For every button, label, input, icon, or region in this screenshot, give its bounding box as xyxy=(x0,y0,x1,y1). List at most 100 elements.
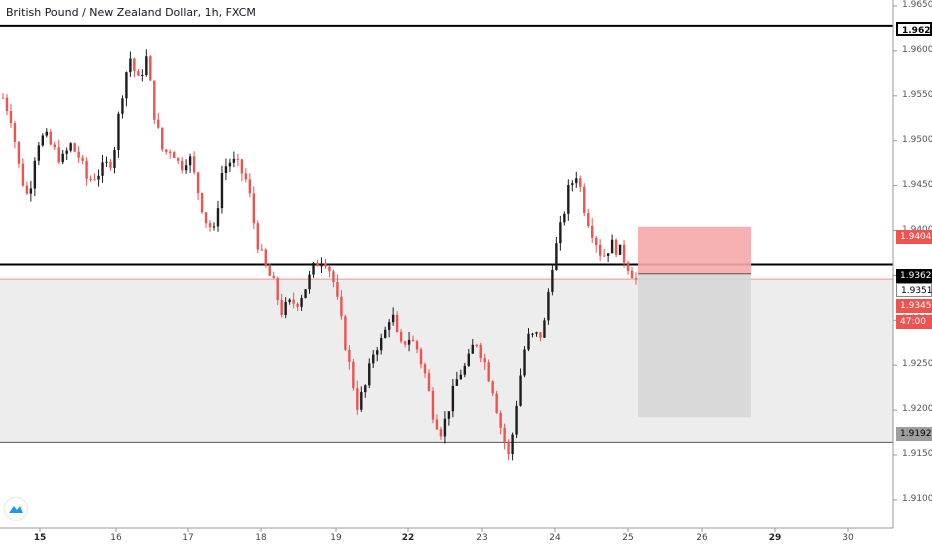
candle-body xyxy=(248,179,252,194)
candle-body xyxy=(165,149,168,152)
candle-body xyxy=(579,178,582,187)
candle-body xyxy=(563,213,566,223)
candle-body xyxy=(591,226,594,238)
candle-body xyxy=(220,173,224,209)
candle-body xyxy=(129,58,132,73)
candle-body xyxy=(395,314,399,332)
candle-body xyxy=(176,158,180,161)
tradingview-logo-icon[interactable] xyxy=(5,498,27,520)
candle-body xyxy=(228,162,232,167)
candle-body xyxy=(372,354,375,364)
candle-body xyxy=(463,365,467,375)
candle-body xyxy=(515,405,518,435)
candle-body xyxy=(292,299,295,304)
candle-body xyxy=(348,349,351,362)
candle-body xyxy=(399,331,403,342)
candle-body xyxy=(133,58,136,72)
time-tick-label: 30 xyxy=(842,533,854,543)
candle-body xyxy=(93,179,96,181)
candle-body xyxy=(1,97,5,99)
candle-body xyxy=(575,178,578,184)
candle-body xyxy=(268,266,271,276)
time-tick-label: 17 xyxy=(182,533,194,543)
logo-glyph xyxy=(9,506,23,513)
candle-body xyxy=(188,156,192,166)
candle-body xyxy=(161,127,164,150)
take-profit-zone xyxy=(638,273,751,418)
candle-body xyxy=(427,373,431,391)
candle-body xyxy=(13,123,17,142)
candle-body xyxy=(551,269,554,292)
candle-body xyxy=(61,153,64,163)
candle-body xyxy=(260,249,263,251)
candle-body xyxy=(376,350,379,355)
price-tick-label: 1.91000 xyxy=(902,493,932,504)
candle-body xyxy=(89,178,92,180)
candle-body xyxy=(244,173,248,180)
candle-body xyxy=(344,316,347,350)
candle-body xyxy=(9,111,13,124)
candle-body xyxy=(435,419,439,430)
candle-body xyxy=(180,160,184,171)
candle-body xyxy=(184,165,188,171)
candle-body xyxy=(192,156,196,173)
candle-body xyxy=(535,332,538,334)
candle-body xyxy=(383,329,387,338)
candle-body xyxy=(204,212,208,224)
candle-body xyxy=(491,381,494,394)
time-tick-label: 15 xyxy=(33,533,47,543)
candle-body xyxy=(634,278,638,280)
candle-body xyxy=(415,341,419,350)
support-zone xyxy=(0,279,893,443)
candle-body xyxy=(610,239,614,254)
candle-body xyxy=(543,320,546,338)
candle-body xyxy=(618,244,622,255)
candle-body xyxy=(53,144,56,148)
candle-body xyxy=(216,208,220,227)
candle-body xyxy=(149,56,152,81)
price-tick-label: 1.94000 xyxy=(902,225,932,235)
candle-body xyxy=(29,188,33,194)
price-tick-label: 1.95500 xyxy=(902,89,932,100)
stop-loss-price-tag: 1.94042 xyxy=(896,230,932,244)
candle-body xyxy=(252,193,256,224)
time-tick-label: 24 xyxy=(549,533,561,543)
price-tick-label: 1.96500 xyxy=(902,0,932,10)
candle-body xyxy=(479,344,482,359)
candle-body xyxy=(626,262,630,271)
candle-body xyxy=(539,332,542,338)
candle-body xyxy=(105,161,108,163)
candle-body xyxy=(527,333,530,350)
candle-body xyxy=(81,157,84,161)
candle-body xyxy=(236,158,240,160)
candle-body xyxy=(121,98,124,114)
candle-body xyxy=(419,349,423,365)
candle-body xyxy=(443,418,447,437)
candle-body xyxy=(447,411,451,419)
candle-body xyxy=(602,255,606,257)
candle-body xyxy=(85,160,88,179)
candle-body xyxy=(475,344,478,346)
candle-body xyxy=(364,385,367,393)
candle-body xyxy=(125,72,128,99)
target-price-tag: 1.91920 xyxy=(896,427,932,441)
candle-body xyxy=(606,253,610,256)
candle-body xyxy=(224,166,228,174)
time-tick-label: 26 xyxy=(696,533,708,543)
candle-body xyxy=(41,135,45,146)
candle-body xyxy=(49,131,52,145)
candle-body xyxy=(567,185,570,214)
candle-body xyxy=(157,119,160,128)
candle-body xyxy=(324,263,327,267)
time-tick-label: 16 xyxy=(110,533,122,543)
candle-body xyxy=(499,413,502,428)
candle-body xyxy=(37,145,41,161)
candle-body xyxy=(141,74,144,76)
candle-body xyxy=(571,183,574,186)
candle-body xyxy=(25,185,29,194)
candle-body xyxy=(145,56,148,75)
candle-body xyxy=(172,152,176,159)
